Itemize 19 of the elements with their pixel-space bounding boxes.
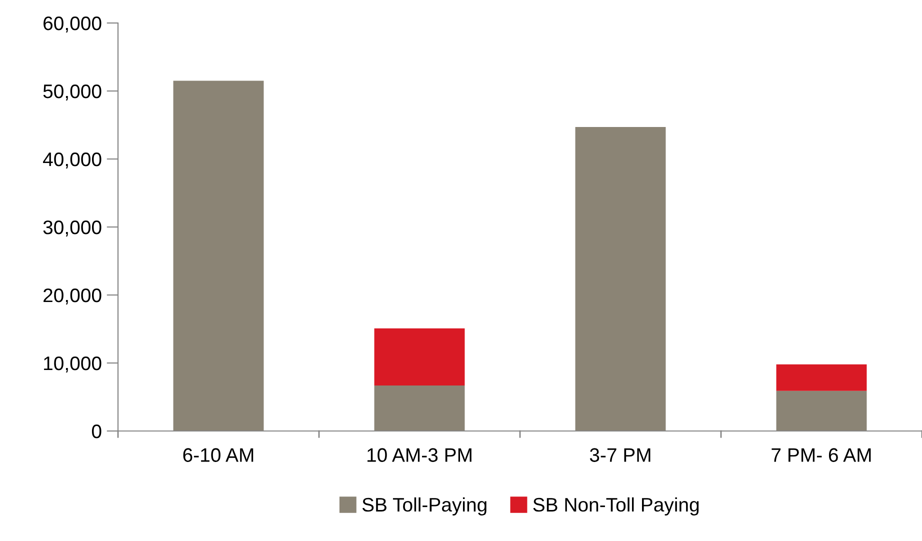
x-tick-label: 10 AM-3 PM	[367, 448, 472, 462]
bar	[374, 385, 465, 431]
bar	[776, 390, 867, 431]
y-tick-label: 60,000	[44, 16, 102, 33]
legend-label: SB Non-Toll Paying	[533, 497, 699, 516]
y-tick-label: 10,000	[44, 356, 102, 373]
bar	[776, 364, 867, 391]
x-tick-label: 3-7 PM	[590, 448, 650, 462]
bar	[173, 80, 264, 431]
x-tick-label: 6-10 AM	[183, 448, 254, 462]
y-tick-label: 40,000	[43, 152, 102, 169]
y-tick-label: 20,000	[44, 288, 102, 305]
legend-label: SB Toll-Paying	[362, 497, 486, 516]
y-tick-label: 50,000	[43, 84, 102, 101]
bar	[575, 127, 666, 431]
bar	[374, 328, 465, 386]
y-tick-label: 0	[92, 424, 102, 438]
y-tick-label: 30,000	[43, 220, 102, 237]
x-tick-label: 7 PM- 6 AM	[772, 448, 871, 462]
